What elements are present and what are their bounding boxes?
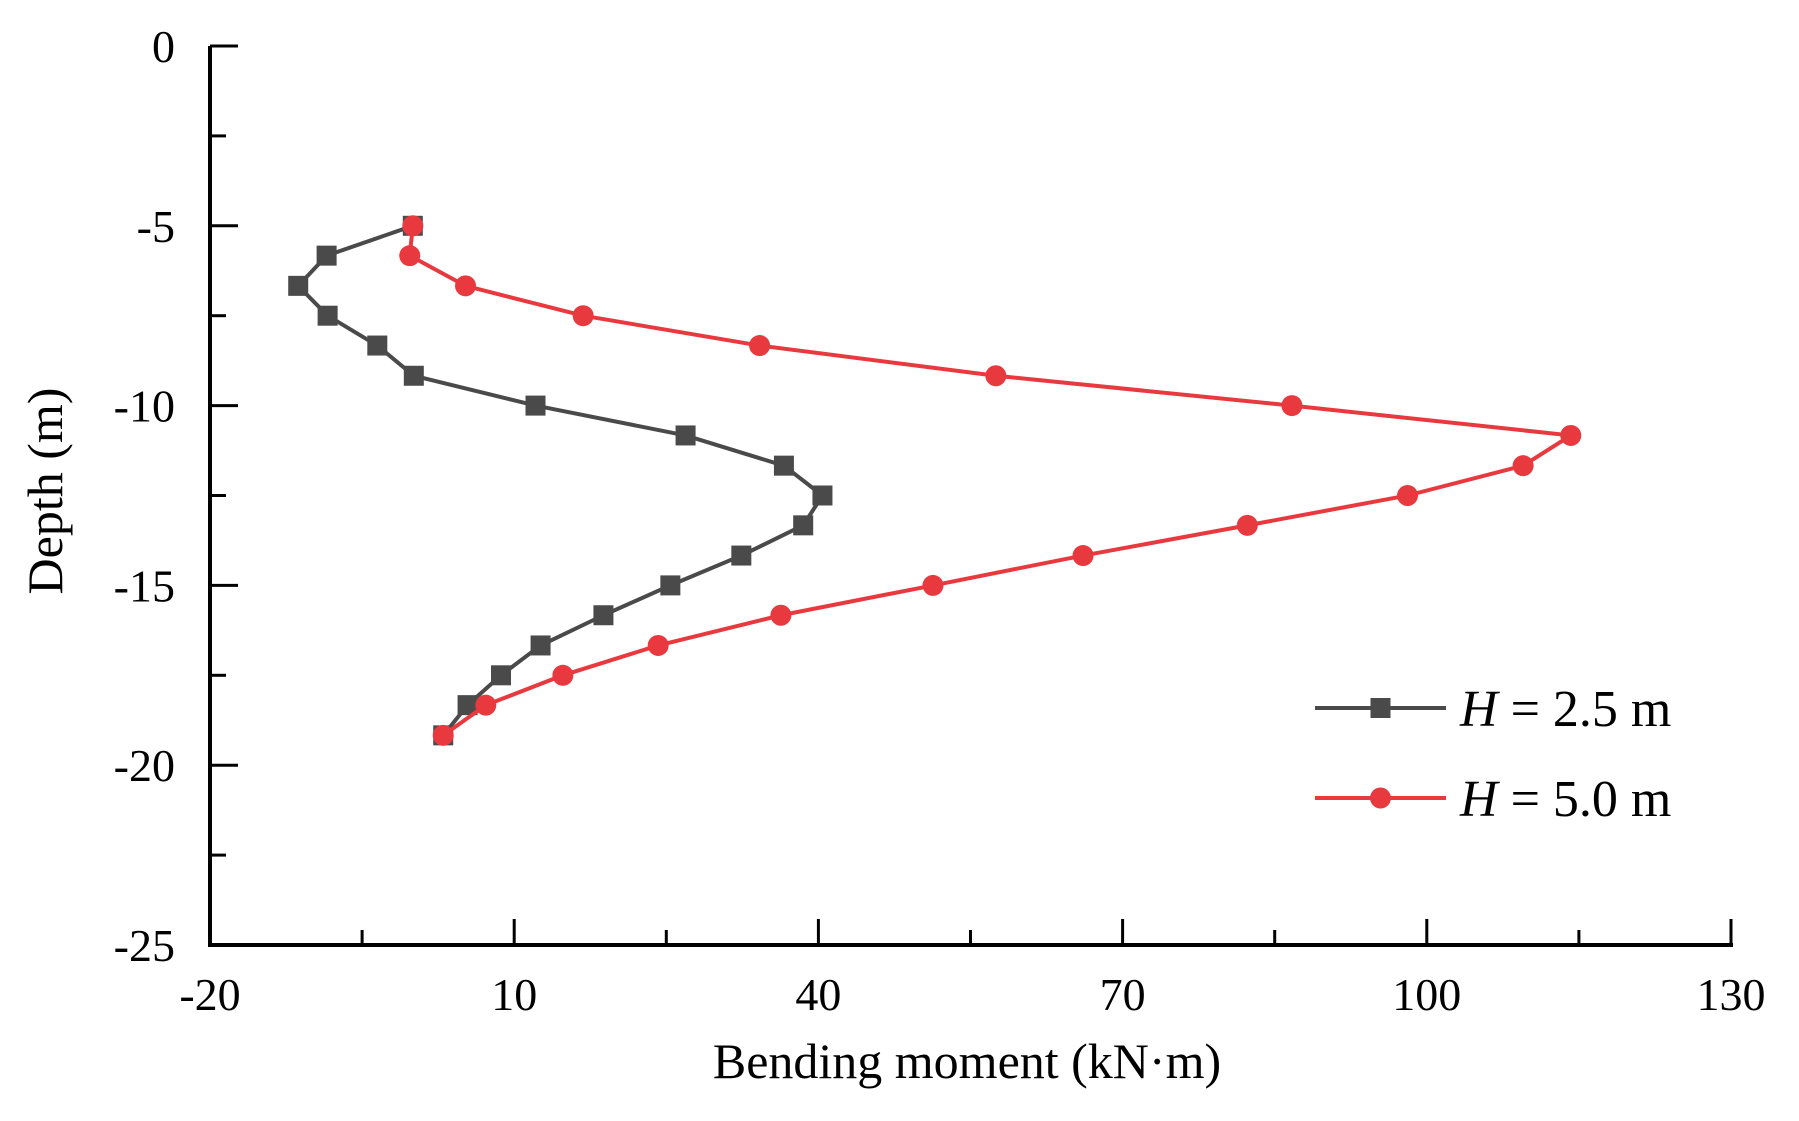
data-point-circle: [770, 604, 792, 626]
legend-label: H = 5.0 m: [1459, 771, 1671, 828]
x-tick-label: 70: [1100, 969, 1146, 1020]
series-2-line: [407, 225, 1573, 737]
data-point-circle: [572, 305, 594, 327]
x-tick-label: 40: [795, 969, 841, 1020]
data-point-circle: [399, 245, 421, 267]
legend-item-1: H = 2.5 m: [1315, 681, 1671, 738]
y-tick-label: -25: [114, 920, 175, 971]
data-point-circle: [455, 275, 477, 297]
data-point-square: [660, 575, 681, 596]
y-tick-label: 0: [152, 21, 175, 72]
data-point-square: [530, 635, 551, 656]
y-tick-label: -15: [114, 560, 175, 611]
data-point-circle: [475, 694, 497, 716]
data-point-circle: [922, 574, 944, 596]
data-point-square: [773, 455, 794, 476]
y-tick-label: -5: [137, 201, 175, 252]
x-tick-label: 100: [1392, 969, 1461, 1020]
data-point-circle: [1560, 424, 1582, 446]
series-1: [288, 215, 833, 746]
legend-marker-circle: [1370, 787, 1391, 809]
data-point-square: [593, 605, 614, 626]
series-1-line: [296, 223, 825, 737]
data-point-circle: [1236, 514, 1258, 536]
data-point-square: [793, 515, 814, 536]
data-point-circle: [985, 365, 1007, 387]
legend: H = 2.5 mH = 5.0 m: [1315, 681, 1671, 828]
legend-label-variable: H: [1459, 681, 1500, 738]
data-point-circle: [1512, 455, 1534, 477]
data-point-circle: [1397, 485, 1419, 506]
data-point-square: [675, 425, 696, 446]
legend-label-variable: H: [1459, 771, 1500, 828]
data-point-square: [731, 545, 752, 566]
data-point-square: [457, 695, 478, 716]
data-point-square: [316, 245, 337, 266]
data-point-circle: [402, 215, 424, 237]
data-point-square: [288, 275, 309, 296]
y-tick-label: -10: [114, 381, 175, 432]
x-tick-label: -20: [179, 969, 240, 1020]
y-axis-title: Depth (m): [17, 388, 73, 595]
x-axis-title: Bending moment (kN·m): [713, 1033, 1221, 1089]
data-point-square: [491, 665, 512, 686]
data-point-circle: [1072, 545, 1094, 567]
x-tick-label: 130: [1697, 969, 1766, 1020]
data-point-circle: [1281, 395, 1303, 417]
data-point-circle: [749, 335, 771, 357]
data-point-circle: [647, 634, 669, 656]
data-point-circle: [432, 724, 454, 746]
data-point-square: [525, 395, 546, 416]
series-layer: [288, 215, 1582, 746]
y-tick-label: -20: [114, 740, 175, 791]
data-point-square: [403, 365, 424, 386]
legend-marker-square: [1370, 698, 1391, 718]
legend-label-value: = 5.0 m: [1498, 771, 1672, 828]
series-2: [399, 215, 1582, 746]
data-point-square: [812, 485, 833, 506]
data-point-square: [367, 335, 388, 356]
data-point-circle: [552, 664, 574, 686]
data-point-square: [317, 305, 338, 326]
legend-item-2: H = 5.0 m: [1315, 771, 1671, 828]
x-tick-label: 10: [491, 969, 537, 1020]
legend-label: H = 2.5 m: [1459, 681, 1671, 738]
legend-label-value: = 2.5 m: [1498, 681, 1672, 738]
